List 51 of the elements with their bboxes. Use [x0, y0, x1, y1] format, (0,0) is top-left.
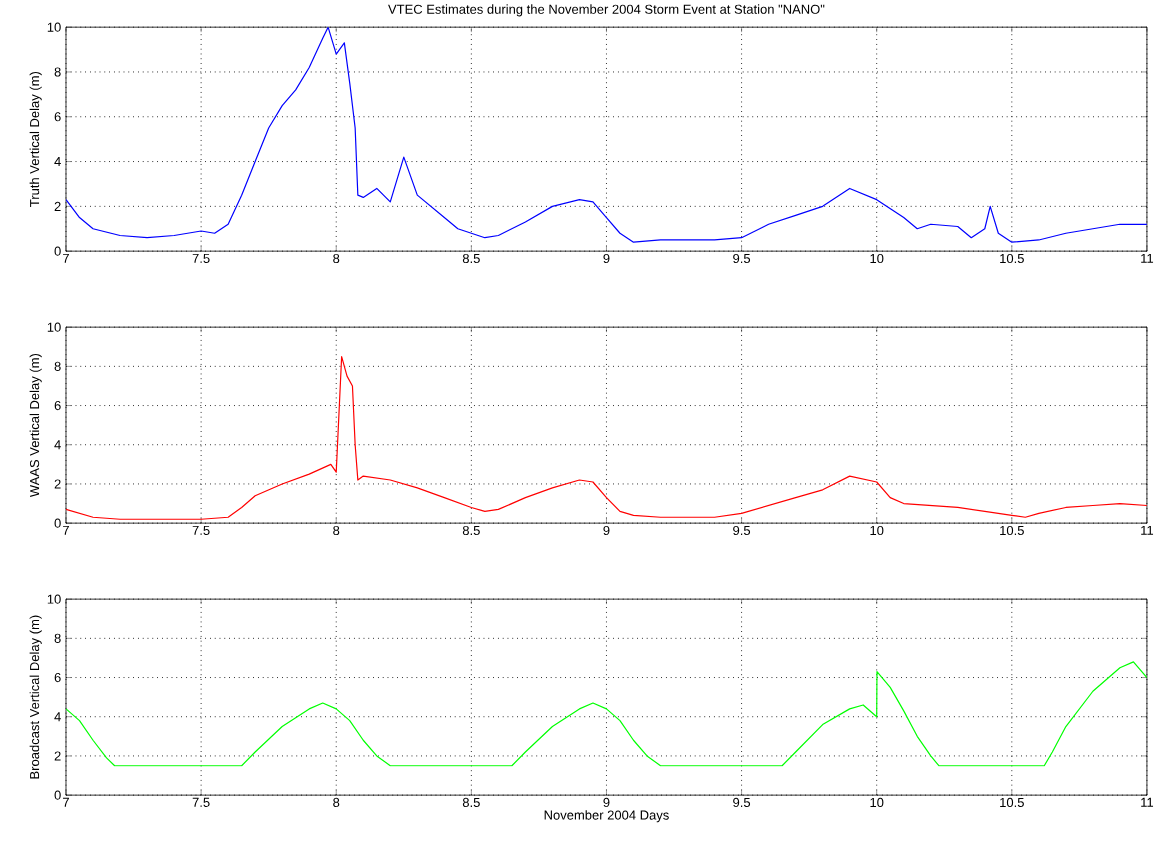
x-tick-label: 10.5	[1000, 525, 1024, 536]
x-tick-label: 7	[63, 797, 69, 807]
x-tick-label: 8.5	[462, 797, 480, 807]
x-tick-label: 8	[333, 253, 340, 264]
x-tick-label: 8	[333, 797, 340, 807]
x-tick-label: 7.5	[192, 525, 210, 535]
y-tick-label: 4	[54, 157, 61, 166]
y-tick-label: 0	[54, 246, 61, 256]
y-tick-label: 2	[54, 751, 61, 761]
y-tick-label: 6	[54, 112, 61, 122]
x-tick-label: 9	[603, 797, 610, 807]
x-tick-label: 10	[870, 797, 884, 807]
x-tick-label: 7.5	[192, 253, 210, 263]
y-tick-label: 10	[47, 22, 61, 32]
x-tick-label: 10.5	[1000, 797, 1024, 807]
y-axis-title: Truth Vertical Delay (m)	[29, 71, 42, 207]
x-tick-label: 7	[63, 525, 69, 535]
y-tick-label: 8	[54, 361, 61, 371]
x-tick-label: 9	[603, 253, 610, 264]
y-tick-label: 0	[54, 790, 61, 800]
y-axis-title: WAAS Vertical Delay (m)	[29, 353, 42, 498]
x-tick-label: 9.5	[733, 797, 751, 807]
x-axis-title: November 2004 Days	[544, 810, 669, 823]
x-tick-label: 7.5	[192, 797, 210, 807]
y-tick-label: 10	[47, 594, 61, 604]
x-tick-label: 7	[63, 253, 69, 263]
line-series	[66, 661, 1147, 767]
y-tick-label: 2	[54, 479, 61, 489]
y-tick-label: 8	[54, 633, 61, 643]
x-tick-label: 11	[1141, 525, 1154, 535]
y-tick-label: 6	[54, 400, 61, 411]
y-tick-label: 6	[54, 672, 61, 683]
y-tick-label: 8	[54, 67, 61, 77]
x-tick-label: 11	[1141, 797, 1154, 807]
y-tick-label: 10	[47, 322, 61, 332]
x-tick-label: 9	[603, 525, 610, 536]
x-tick-label: 9.5	[733, 525, 751, 536]
x-tick-label: 8.5	[462, 253, 480, 264]
chart-title: VTEC Estimates during the November 2004 Storm Event at Station "NANO"	[388, 4, 825, 17]
x-tick-label: 8.5	[462, 525, 480, 536]
x-tick-label: 10.5	[1000, 253, 1024, 264]
x-tick-label: 8	[333, 525, 340, 536]
y-tick-label: 2	[54, 201, 61, 211]
x-tick-label: 11	[1141, 253, 1154, 263]
y-tick-label: 0	[54, 518, 61, 528]
y-axis-title: Broadcast Vertical Delay (m)	[29, 615, 42, 779]
y-tick-label: 4	[54, 440, 61, 450]
x-tick-label: 9.5	[733, 253, 751, 264]
x-tick-label: 10	[870, 525, 884, 536]
x-tick-label: 10	[870, 253, 884, 264]
y-tick-label: 4	[54, 712, 61, 722]
